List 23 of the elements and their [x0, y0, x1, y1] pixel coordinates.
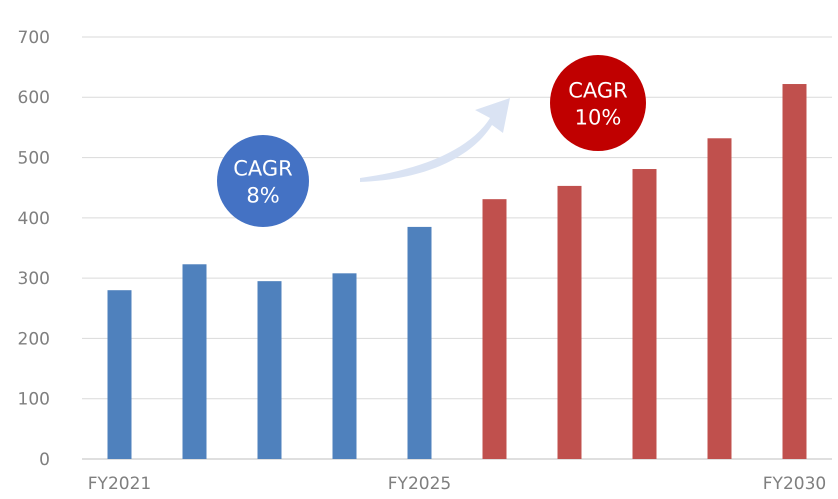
bar	[332, 273, 356, 459]
y-tick-label: 600	[18, 88, 50, 108]
bar	[258, 281, 282, 459]
y-tick-label: 100	[18, 390, 50, 410]
bar	[482, 199, 506, 459]
bar	[182, 264, 206, 459]
bar	[708, 138, 732, 459]
y-tick-label: 200	[18, 329, 50, 350]
annotation: CAGR 10%	[568, 78, 628, 130]
bar	[632, 169, 656, 459]
x-tick-label: FY2030	[762, 474, 826, 494]
x-tick-label: FY2021	[88, 474, 152, 494]
x-tick-label: FY2025	[388, 474, 452, 494]
bar	[408, 226, 432, 459]
y-tick-label: 400	[18, 208, 50, 229]
annotation: CAGR 8%	[233, 156, 293, 208]
bar	[782, 84, 806, 459]
bar	[558, 186, 582, 459]
y-tick-label: 700	[18, 28, 50, 48]
bar	[108, 290, 132, 459]
y-tick-label: 300	[18, 269, 50, 290]
y-tick-label: 500	[18, 148, 50, 169]
y-tick-label: 0	[39, 450, 50, 470]
